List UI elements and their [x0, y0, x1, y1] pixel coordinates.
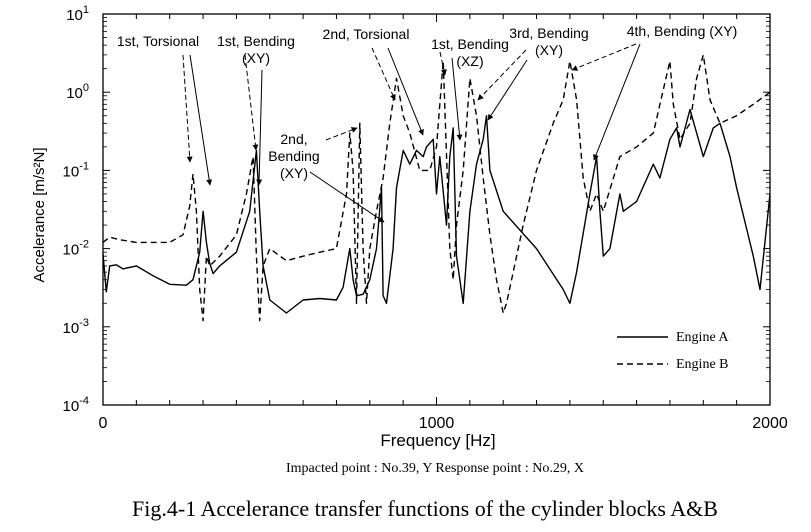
impact-response-note: Impacted point : No.39, Y Response point…	[286, 461, 584, 476]
series-line-engine-a	[102, 108, 771, 314]
annotation-label: 2nd, Torsional	[323, 26, 410, 42]
x-tick-label: 2000	[752, 415, 788, 432]
annotation-layer: 1st, Torsional 1st, Bending (XY) 2nd, Bendin…	[117, 23, 738, 223]
annotation-arrow	[451, 57, 463, 141]
annotation-arrow	[387, 47, 424, 136]
annotation-label: 1st, Bending (XZ)	[431, 36, 509, 69]
legend: Engine A Engine B	[617, 330, 729, 372]
series-layer	[102, 54, 771, 322]
x-tick-label: 0	[99, 415, 108, 432]
y-tick-label: 101	[66, 4, 89, 24]
x-axis: 0 1000 2000	[99, 14, 788, 432]
y-axis-label: Accelerance [m/s²N]	[31, 147, 48, 282]
y-tick-label: 100	[66, 82, 89, 102]
annotation-arrow	[309, 171, 385, 223]
legend-label: Engine A	[676, 330, 729, 345]
annotation-arrow	[182, 54, 193, 163]
annotation-arrow	[439, 51, 447, 76]
annotation-arrow	[371, 47, 396, 101]
y-axis: 101 100 10-1 10-2 10-3 10-4	[63, 4, 770, 415]
series-line-engine-b	[102, 54, 771, 322]
annotation-label: 3rd, Bending (XY)	[509, 25, 588, 58]
annotation-label: 2nd, Bending (XY)	[268, 131, 319, 181]
y-tick-label: 10-4	[63, 395, 89, 415]
annotation-arrow	[325, 127, 358, 141]
plot-border	[102, 13, 771, 406]
y-tick-label: 10-3	[63, 317, 89, 337]
annotation-arrow	[189, 54, 213, 186]
annotation-arrow	[487, 59, 528, 121]
annotation-arrow	[256, 69, 263, 186]
legend-label: Engine B	[676, 357, 729, 372]
plot-frame	[102, 13, 771, 406]
annotation-label: 4th, Bending (XY)	[627, 23, 738, 39]
y-tick-label: 10-2	[63, 239, 89, 259]
annotation-arrow	[571, 43, 637, 71]
y-tick-label: 10-1	[63, 160, 89, 180]
annotation-label: 1st, Bending (XY)	[217, 33, 295, 66]
annotation-arrow	[477, 49, 527, 101]
annotation-arrow	[244, 54, 259, 151]
x-tick-label: 1000	[419, 415, 455, 432]
annotation-label: 1st, Torsional	[117, 33, 199, 49]
x-axis-label: Frequency [Hz]	[380, 431, 495, 450]
annotation-arrow	[593, 43, 641, 161]
figure-caption: Fig.4-1 Accelerance transfer functions o…	[132, 496, 718, 521]
